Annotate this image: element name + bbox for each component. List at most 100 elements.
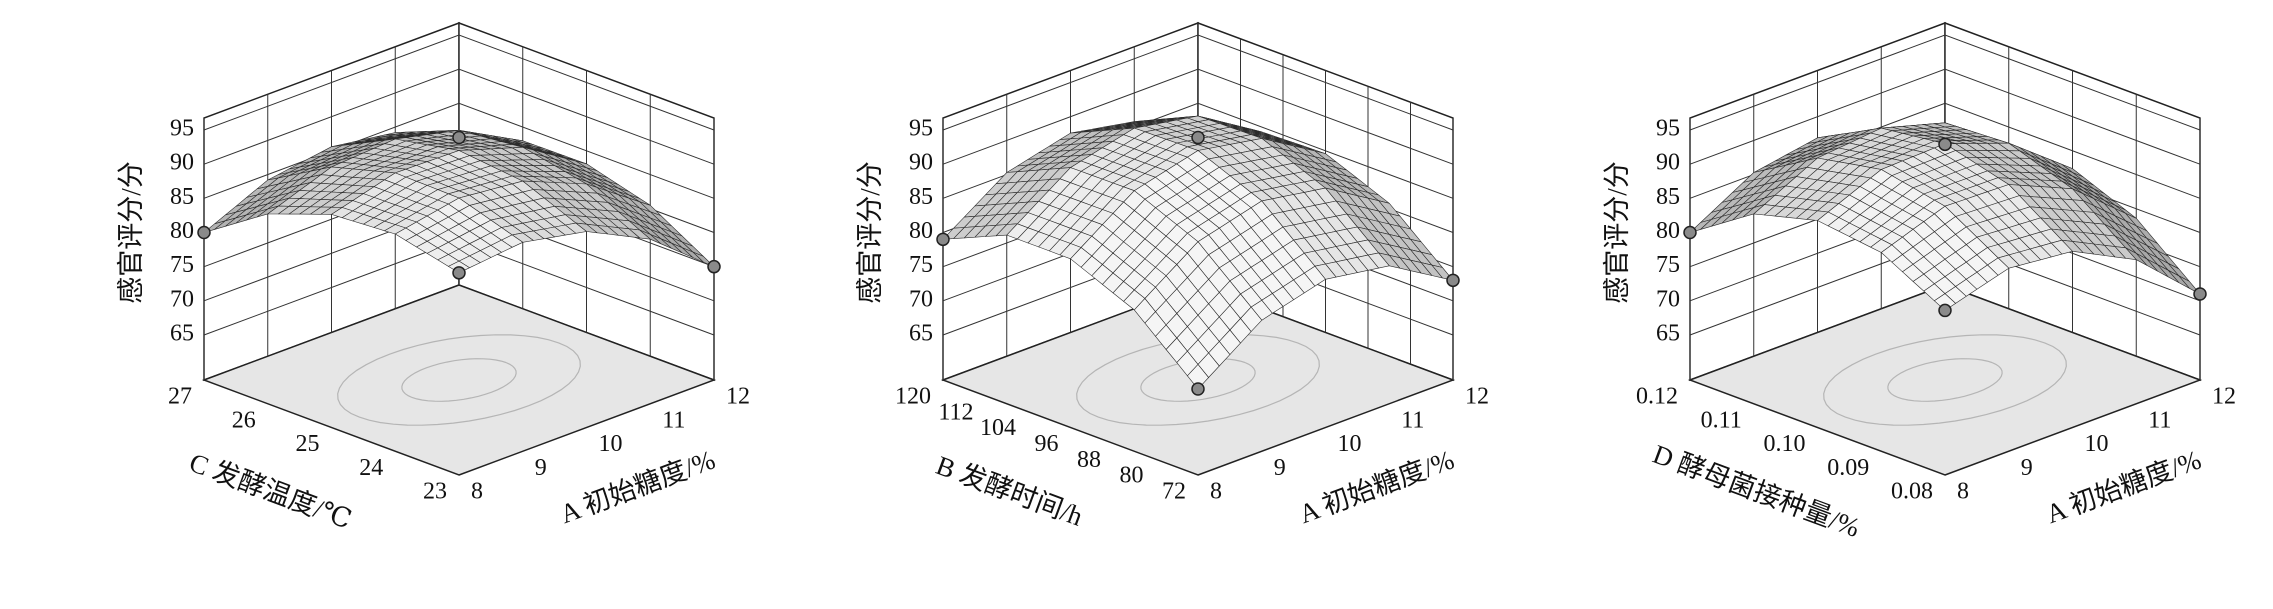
x-tick-label: 9: [2021, 455, 2033, 481]
z-tick-label: 90: [1656, 150, 1680, 176]
contour: [401, 358, 517, 402]
z-tick-label: 65: [909, 321, 933, 347]
x-tick-label: 10: [1338, 431, 1362, 457]
x-tick-label: 11: [2148, 407, 2171, 433]
design-point: [1938, 303, 1952, 318]
surface-patch: [1006, 167, 1135, 260]
z-tick-label: 80: [1656, 218, 1680, 244]
surface-patch: [1325, 187, 1454, 281]
surface-patch: [1817, 169, 1946, 253]
surface-patch: [586, 183, 715, 268]
z-tick-label: 80: [909, 218, 933, 244]
y-tick-label: 120: [895, 384, 931, 410]
y-tick-label: 23: [423, 479, 447, 505]
y-tick-label: 104: [980, 415, 1016, 441]
z-tick-label: 70: [909, 286, 933, 312]
surface-patch: [522, 180, 651, 240]
contour: [1823, 334, 2067, 426]
y-tick-label: 0.08: [1891, 479, 1933, 505]
surface-patch: [1881, 205, 2010, 311]
z-axis-title: 感官评分/分: [855, 161, 885, 304]
x-tick-label: 12: [726, 384, 750, 410]
mesh-cell: [1934, 293, 1956, 311]
y-axis-title: B 发酵时间/h: [932, 450, 1087, 532]
x-tick-label: 12: [1465, 384, 1489, 410]
surface-patch: [1134, 241, 1263, 390]
x-tick-label: 8: [1957, 479, 1969, 505]
design-point: [1191, 382, 1205, 396]
mesh-cell: [1187, 364, 1209, 390]
surface-patch: [1070, 115, 1199, 134]
surface-patch: [394, 197, 524, 274]
z-tick-label: 70: [170, 286, 194, 312]
contour: [1887, 358, 2003, 402]
surface-patch: [1197, 200, 1326, 321]
contour: [337, 334, 581, 426]
z-tick-label: 75: [170, 252, 194, 278]
z-tick-label: 95: [909, 116, 933, 142]
x-tick-label: 11: [1401, 407, 1424, 433]
y-tick-label: 96: [1035, 431, 1059, 457]
y-tick-label: 0.09: [1827, 455, 1869, 481]
surface-patch: [1944, 142, 2073, 190]
surface-patch: [942, 167, 1071, 240]
surface-chart: 65 70 75 80 85 90 95 8 9 10 11 12 0.08 0.09 0.10 0.11 0.…: [1602, 21, 2236, 543]
design-point: [197, 225, 211, 240]
y-tick-label: 88: [1077, 447, 1101, 473]
surface-patch: [458, 180, 587, 243]
z-axis-title: 感官评分/分: [1602, 161, 1632, 304]
surface-patch: [2008, 184, 2137, 261]
surface-patch: [267, 138, 396, 181]
y-tick-label: 112: [938, 399, 973, 425]
y-tick-label: 27: [168, 384, 192, 410]
design-point: [2193, 287, 2207, 301]
surface-patch: [1881, 143, 2010, 207]
y-tick-label: 0.12: [1636, 384, 1678, 410]
surface-patch: [1817, 127, 1946, 170]
y-tick-label: 24: [359, 455, 383, 481]
z-tick-label: 85: [1656, 184, 1680, 210]
x-tick-label: 8: [471, 479, 483, 505]
surface-patch: [1134, 150, 1263, 242]
y-tick-label: 26: [232, 407, 256, 433]
surface-patch: [331, 172, 460, 235]
z-tick-label: 80: [170, 218, 194, 244]
surface-patch: [1753, 127, 1882, 173]
y-axis-title: C 发酵温度/℃: [185, 447, 355, 535]
design-point: [1446, 273, 1460, 288]
surface-patch: [203, 166, 332, 233]
x-axis-title: A 初始糖度/%: [556, 444, 719, 529]
x-tick-label: 8: [1210, 479, 1222, 505]
surface-patch: [1070, 190, 1199, 311]
z-tick-label: 65: [170, 321, 194, 347]
x-tick-label: 9: [535, 455, 547, 481]
z-tick-label: 65: [1656, 321, 1680, 347]
z-tick-label: 95: [170, 116, 194, 142]
z-tick-label: 90: [170, 150, 194, 176]
design-point: [1938, 137, 1952, 152]
y-tick-label: 72: [1162, 479, 1186, 505]
design-point: [1683, 225, 1697, 240]
design-point: [452, 130, 466, 145]
y-tick-label: 0.11: [1701, 407, 1742, 433]
x-tick-label: 10: [599, 431, 623, 457]
z-tick-label: 95: [1656, 116, 1680, 142]
surface-patch: [2072, 188, 2201, 295]
x-axis-title: A 初始糖度/%: [2042, 444, 2205, 529]
surface-chart: 65 70 75 80 85 90 95 8 9 10 11 12 72 80 88 96 104 112 120 A…: [855, 21, 1489, 532]
surface-patch: [1006, 127, 1135, 173]
x-tick-label: 9: [1274, 455, 1286, 481]
surface-patch: [1689, 157, 1818, 233]
x-tick-label: 10: [2085, 431, 2109, 457]
z-tick-label: 70: [1656, 286, 1680, 312]
z-tick-label: 75: [909, 252, 933, 278]
surface-patch: [1261, 187, 1390, 280]
surface-patch: [394, 150, 524, 199]
y-tick-label: 25: [296, 431, 320, 457]
surface-patch: [458, 130, 587, 165]
surface-patch: [1261, 138, 1390, 204]
z-tick-label: 90: [909, 150, 933, 176]
design-point: [936, 232, 950, 247]
design-point: [707, 259, 721, 274]
